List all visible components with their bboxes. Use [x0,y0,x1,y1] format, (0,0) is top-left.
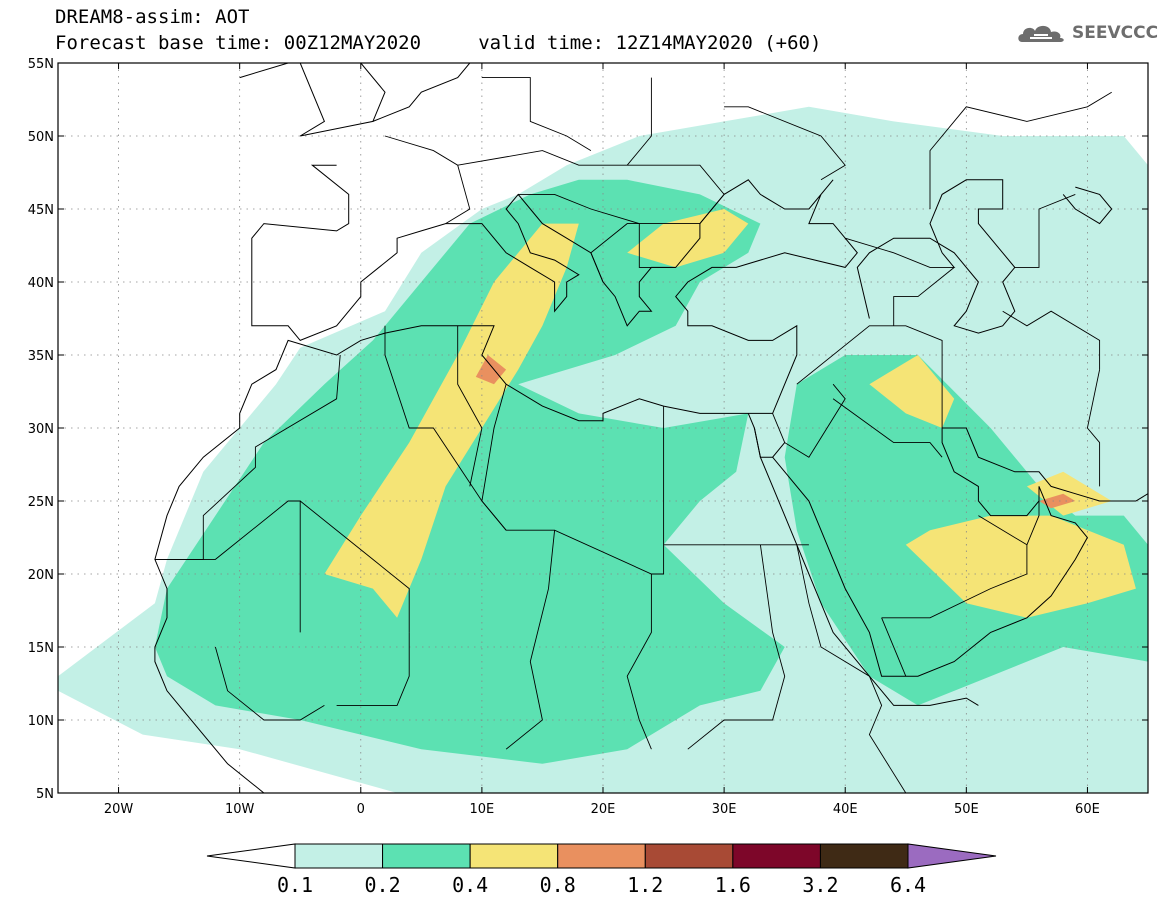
country-border [929,91,1112,209]
country-border [336,632,410,706]
country-border [626,77,652,166]
colorbar-label: 0.1 [277,873,313,897]
aot-region-0p4 [905,515,1136,618]
country-border [796,325,943,428]
colorbar-high-triangle [907,843,997,869]
y-tick-label: 55N [28,57,54,72]
colorbar-box [469,843,559,869]
country-border [724,106,846,181]
forecast-times: Forecast base time: 00Z12MAY2020 valid t… [55,32,822,54]
coastline [372,63,471,122]
x-tick-label: 40E [833,802,858,817]
country-border [505,530,556,750]
logo-text: SEEVCCC [1072,23,1159,43]
country-borders [154,77,1112,793]
colorbar-label: 0.4 [452,873,488,897]
colorbar-label: 3.2 [802,873,838,897]
aot-region-0p4 [869,355,955,428]
colorbar-box [732,843,821,869]
y-tick-label: 25N [28,495,54,510]
cloud-icon [1018,25,1064,42]
country-border [796,544,907,793]
aot-region-0p4 [627,209,749,268]
country-border [1002,310,1101,370]
colorbar-box [382,843,471,869]
country-border [832,398,943,458]
country-border [154,500,301,633]
country-border [881,515,1028,619]
coastline [239,63,289,79]
country-border [518,193,676,268]
aot-region-0p8 [1039,493,1076,509]
colorbar-box [557,843,646,869]
colorbar: 0.1 0.2 0.4 0.8 1.2 1.6 3.2 6.4 [206,843,997,897]
country-border [481,77,592,151]
country-border [1014,193,1076,268]
y-tick-label: 5N [36,787,54,802]
coastline [1062,186,1113,225]
axis-ticks: 20W 10W 0 10E 20E 30E 40E 50E 60E 55N 50N 45N 40N 35N… [28,57,1148,817]
colorbar-label: 6.4 [890,873,926,897]
colorbar-low-triangle [206,843,296,869]
y-tick-label: 40N [28,276,54,291]
country-border [687,544,786,750]
country-border [299,500,410,633]
y-tick-label: 20N [28,568,54,583]
country-border [881,617,907,677]
colorbar-label: 1.6 [715,873,751,897]
country-border [457,150,725,283]
y-tick-label: 30N [28,422,54,437]
y-tick-label: 10N [28,714,54,729]
colorbar-box [819,843,909,869]
coastline [856,179,1016,334]
x-tick-label: 60E [1075,802,1100,817]
x-tick-label: 30E [712,802,737,817]
map-title: DREAM8-assim: AOT [55,6,250,28]
aot-region-0p4 [324,223,579,618]
colorbar-box [644,843,734,869]
coastline [299,63,386,137]
aot-shading [58,106,1148,793]
coastline [753,427,979,706]
x-tick-label: 10E [470,802,495,817]
country-border [845,237,956,326]
country-border [214,646,325,721]
country-border [1086,369,1101,487]
y-tick-label: 45N [28,203,54,218]
aot-region-0p8 [475,355,507,385]
colorbar-box [294,843,384,869]
y-tick-label: 35N [28,349,54,364]
country-border [1026,486,1040,545]
y-tick-label: 15N [28,641,54,656]
seevccc-logo: SEEVCCC [1016,22,1158,44]
x-tick-label: 0 [357,802,365,817]
x-tick-label: 10W [225,802,255,817]
coastline [154,164,858,793]
country-border [772,383,846,458]
x-tick-label: 50E [954,802,979,817]
colorbar-label: 1.2 [627,873,663,897]
colorbar-label: 0.2 [365,873,401,897]
x-tick-label: 20E [591,802,616,817]
country-border [457,325,483,487]
y-tick-label: 50N [28,130,54,145]
country-border [481,384,665,575]
colorbar-label: 0.8 [540,873,576,897]
country-border [626,574,652,750]
x-tick-label: 20W [104,802,134,817]
